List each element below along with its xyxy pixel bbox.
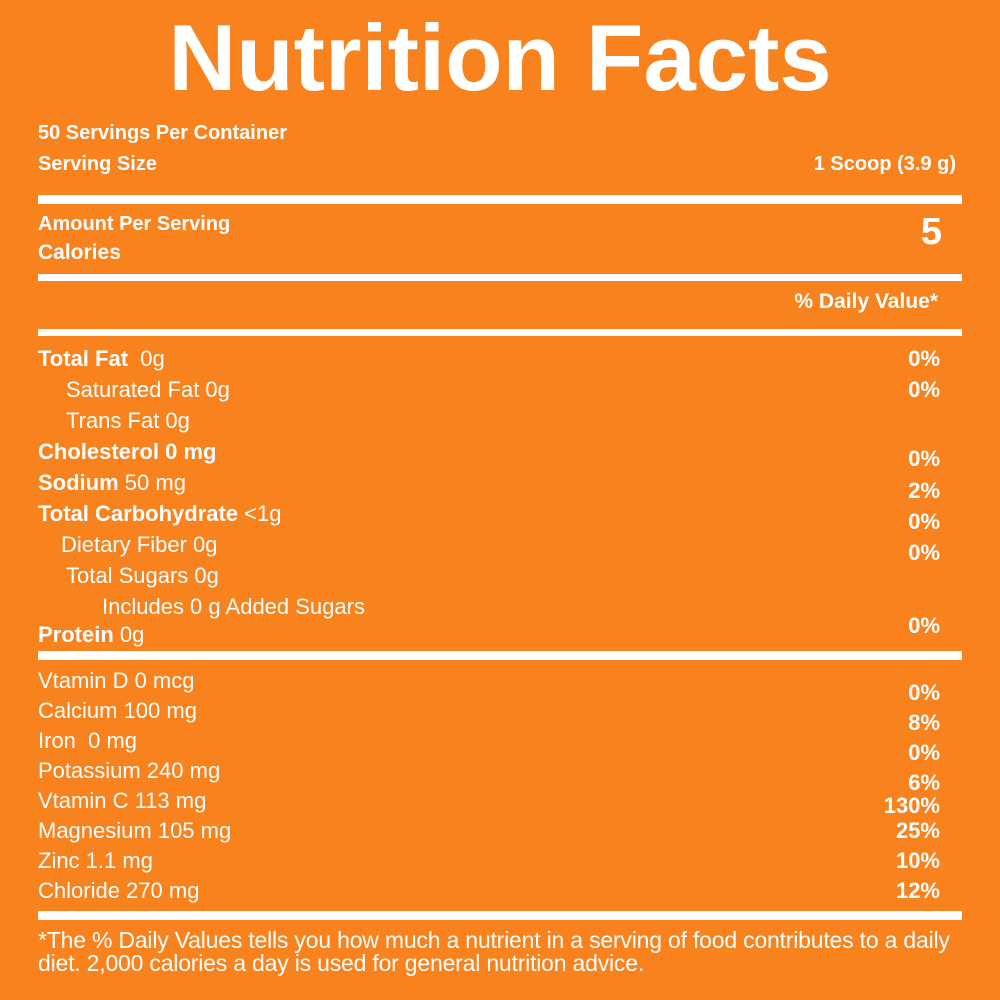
nutrition-facts-title: Nutrition Facts [168, 5, 832, 110]
vitamin-row-calcium: Calcium 100 mg 8% [38, 698, 962, 735]
nutrient-label: Total Sugars 0g [66, 563, 219, 588]
vitamin-table: Vtamin D 0 mcg 0% Calcium 100 mg 8% Iron… [38, 668, 962, 908]
vitamin-daily-value: 25% [895, 818, 940, 843]
vitamin-label: Vtamin D 0 mcg [38, 668, 195, 693]
nutrient-row-total-sugars: Total Sugars 0g [38, 563, 962, 594]
thick-rule-middle [38, 651, 962, 660]
nutrient-label: Includes 0 g Added Sugars [102, 594, 365, 619]
nutrient-label: Dietary Fiber 0g [61, 532, 218, 557]
nutrient-table: Total Fat 0g 0% Saturated Fat 0g 0% Tran… [38, 346, 962, 648]
vitamin-daily-value: 130% [883, 793, 940, 818]
daily-value-header: % Daily Value* [794, 290, 938, 313]
vitamin-row-zinc: Zinc 1.1 mg 10% [38, 848, 962, 878]
nutrient-row-cholesterol: Cholesterol 0 mg 0% [38, 439, 962, 471]
vitamin-label: Magnesium 105 mg [38, 818, 232, 843]
vitamin-daily-value: 0% [908, 680, 940, 705]
vitamin-daily-value: 8% [908, 710, 940, 735]
vitamin-daily-value: 10% [895, 848, 940, 873]
vitamin-row-iron: Iron 0 mg 0% [38, 728, 962, 765]
nutrient-label: Cholesterol 0 mg [38, 439, 217, 464]
thick-rule-top [38, 195, 962, 204]
vitamin-label: Potassium 240 mg [38, 758, 221, 783]
nutrient-row-total-carbohydrate: Total Carbohydrate <1g 0% [38, 501, 962, 534]
nutrient-row-protein: Protein 0g 0% [38, 613, 962, 648]
serving-size-value: 1 Scoop (3.9 g) [813, 153, 956, 175]
daily-value-footnote: *The % Daily Values tells you how much a… [38, 927, 950, 976]
calories-value: 5 [920, 211, 942, 253]
nutrient-daily-value: 0% [908, 446, 940, 471]
nutrient-row-sodium: Sodium 50 mg 2% [38, 470, 962, 503]
calories-block: Amount Per Serving Calories 5 [38, 211, 962, 268]
vitamin-daily-value: 6% [908, 770, 940, 795]
calories-label: Calories [38, 241, 121, 264]
nutrient-label: Total Carbohydrate <1g [38, 501, 282, 526]
nutrient-row-total-fat: Total Fat 0g 0% [38, 346, 962, 377]
nutrient-label: Total Fat 0g [38, 346, 165, 371]
nutrient-label: Sodium 50 mg [38, 470, 186, 495]
vitamin-label: Iron 0 mg [38, 728, 138, 753]
nutrient-daily-value: 0% [908, 346, 940, 371]
servings-per-container: 50 Servings Per Container [38, 122, 287, 144]
serving-size-label: Serving Size [38, 153, 157, 175]
thin-rule-daily-value [38, 329, 962, 336]
vitamin-row-vitamin-c: Vtamin C 113 mg 130% [38, 788, 962, 818]
serving-size-row: Serving Size 1 Scoop (3.9 g) [38, 153, 962, 183]
nutrient-row-saturated-fat: Saturated Fat 0g 0% [38, 377, 962, 408]
thin-rule-calories [38, 274, 962, 281]
nutrient-label: Protein 0g [38, 622, 145, 647]
nutrient-row-trans-fat: Trans Fat 0g [38, 408, 962, 439]
vitamin-row-chloride: Chloride 270 mg 12% [38, 878, 962, 908]
vitamin-label: Calcium 100 mg [38, 698, 197, 723]
nutrient-label: Saturated Fat 0g [66, 377, 230, 402]
nutrient-daily-value: 0% [908, 613, 940, 638]
nutrient-daily-value: 2% [908, 478, 940, 503]
vitamin-daily-value: 12% [895, 878, 940, 903]
nutrient-daily-value: 0% [908, 540, 940, 565]
vitamin-label: Chloride 270 mg [38, 878, 200, 903]
amount-per-serving-label: Amount Per Serving [38, 213, 231, 235]
vitamin-row-potassium: Potassium 240 mg 6% [38, 758, 962, 795]
vitamin-label: Vtamin C 113 mg [38, 788, 207, 813]
nutrient-daily-value: 0% [908, 377, 940, 402]
nutrient-label: Trans Fat 0g [66, 408, 190, 433]
vitamin-label: Zinc 1.1 mg [38, 848, 153, 873]
nutrient-row-dietary-fiber: Dietary Fiber 0g 0% [38, 532, 962, 565]
vitamin-daily-value: 0% [908, 740, 940, 765]
vitamin-row-vitamin-d: Vtamin D 0 mcg 0% [38, 668, 962, 705]
nutrient-row-added-sugars: Includes 0 g Added Sugars [38, 594, 962, 622]
vitamin-row-magnesium: Magnesium 105 mg 25% [38, 818, 962, 848]
thick-rule-bottom [38, 911, 962, 920]
nutrient-daily-value: 0% [908, 509, 940, 534]
